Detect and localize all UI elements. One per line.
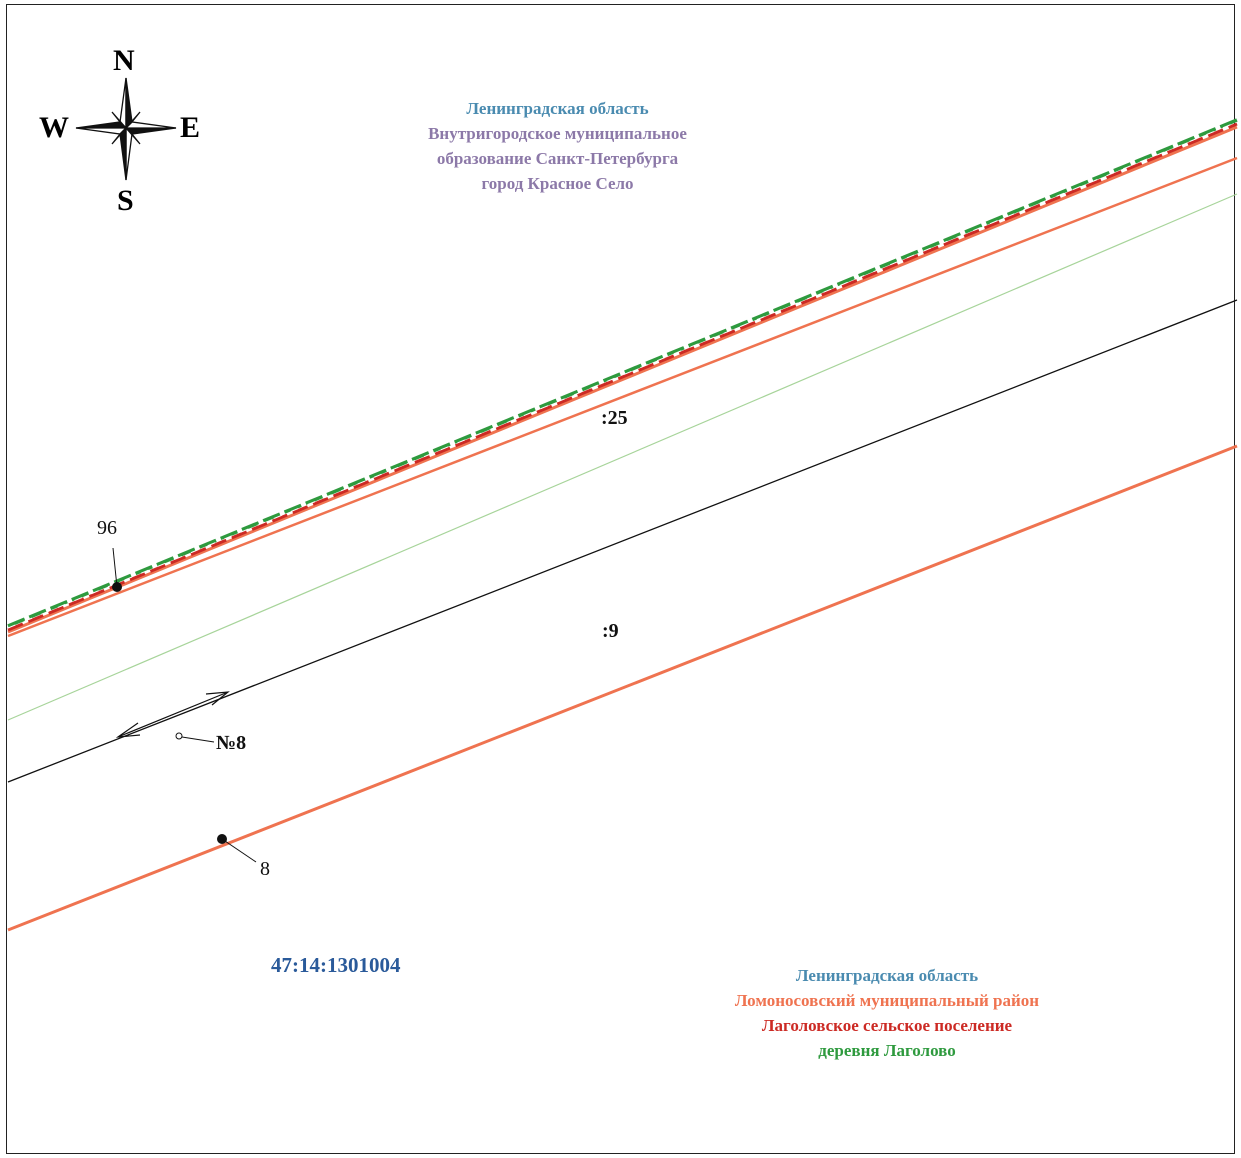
settlement-boundary-red-dashed bbox=[7, 122, 1238, 632]
point-8-leader bbox=[221, 838, 257, 863]
village-boundary-green-dashed bbox=[7, 118, 1238, 628]
region-label-bottom: Ленинградская область Ломоносовский муни… bbox=[672, 963, 1102, 1063]
parcel-boundary-orange-25 bbox=[7, 156, 1238, 638]
no8-marker bbox=[175, 732, 183, 740]
region-label-top-line3: образование Санкт-Петербурга bbox=[436, 149, 679, 168]
black-boundary-line bbox=[7, 299, 1238, 783]
compass-south-label: S bbox=[117, 184, 134, 217]
no8-label: №8 bbox=[216, 732, 247, 754]
point-96-leader bbox=[112, 547, 118, 588]
region-label-top-line1: Ленинградская область bbox=[466, 99, 649, 118]
cadastral-block-label: 47:14:1301004 bbox=[271, 953, 401, 977]
region-label-bottom-line3: Лаголовское сельское поселение bbox=[761, 1016, 1013, 1035]
green-thin-line bbox=[7, 193, 1238, 721]
region-label-bottom-line1: Ленинградская область bbox=[795, 966, 979, 985]
no8-leader bbox=[181, 736, 215, 743]
compass-east-label: E bbox=[180, 111, 201, 144]
parcel-label-9: :9 bbox=[602, 620, 619, 642]
compass-west-label: W bbox=[39, 111, 69, 144]
parcel-boundary-orange-lower bbox=[7, 444, 1238, 932]
region-label-bottom-line4: деревня Лаголово bbox=[818, 1041, 956, 1060]
point-8-label: 8 bbox=[260, 858, 270, 880]
compass-rose-icon bbox=[75, 77, 177, 181]
parcel-boundary-orange-upper bbox=[7, 125, 1238, 634]
parcel-label-25: :25 bbox=[601, 407, 628, 429]
compass-north-label: N bbox=[113, 44, 135, 77]
region-label-top-line2: Внутригородское муниципальное bbox=[428, 124, 687, 143]
map-frame bbox=[6, 4, 1235, 1154]
region-label-bottom-line2: Ломоносовский муниципальный район bbox=[734, 991, 1040, 1010]
region-label-top: Ленинградская область Внутригородское му… bbox=[380, 96, 735, 196]
region-label-top-line4: город Красное Село bbox=[481, 174, 634, 193]
measurement-arrow bbox=[115, 691, 230, 738]
white-dash-line bbox=[7, 121, 1238, 629]
point-96-label: 96 bbox=[97, 517, 117, 539]
